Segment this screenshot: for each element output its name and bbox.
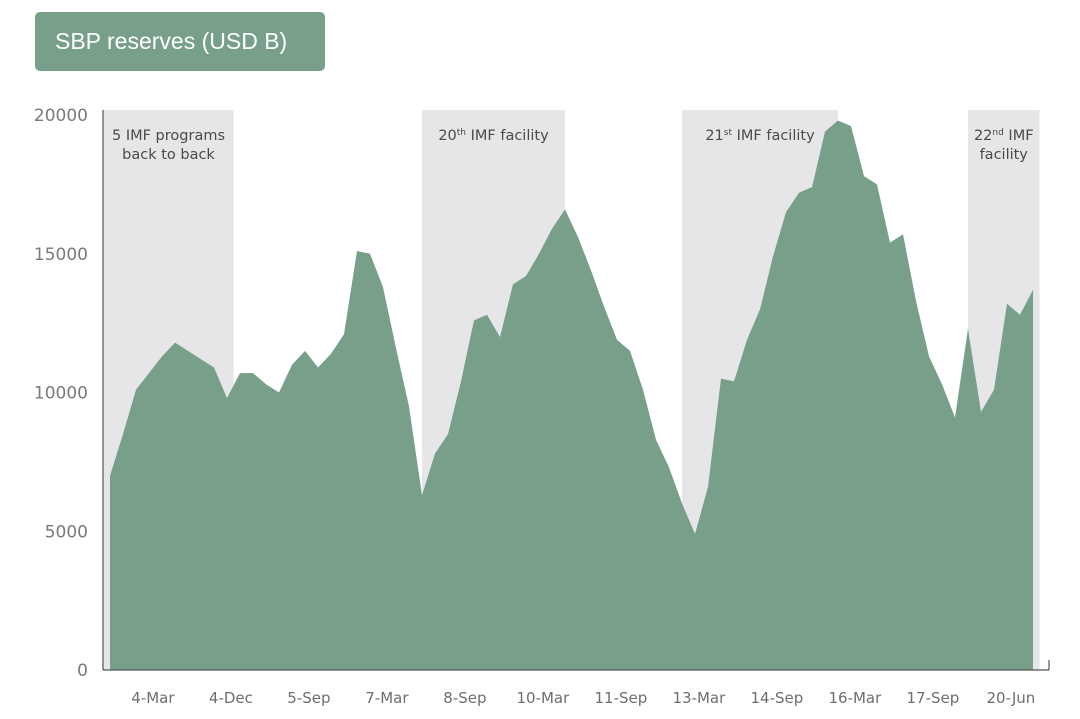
x-tick-label: 5-Sep	[287, 689, 330, 707]
x-tick-label: 13-Mar	[672, 689, 726, 707]
x-tick-label: 16-Mar	[828, 689, 882, 707]
x-tick-label: 20-Jun	[987, 689, 1036, 707]
band-labels: 5 IMF programs back to back 20th IMF facil…	[112, 128, 1034, 163]
x-tick-label: 8-Sep	[443, 689, 486, 707]
x-tick-label: 11-Sep	[595, 689, 648, 707]
chart-title: SBP reserves (USD B)	[35, 12, 325, 71]
x-tick-label: 4-Dec	[209, 689, 253, 707]
band-label-1: back to back	[122, 147, 215, 163]
y-axis-ticks: 0 5000 10000 15000 20000	[34, 106, 88, 681]
band-label-4: 22nd IMF	[974, 128, 1034, 144]
y-tick-label: 10000	[34, 384, 88, 404]
y-tick-label: 0	[77, 661, 88, 681]
axes	[102, 110, 1050, 671]
band-label-4: facility	[980, 147, 1029, 163]
reserves-area	[110, 120, 1033, 670]
x-axis-ticks: 4-Mar 4-Dec 5-Sep 7-Mar 8-Sep 10-Mar 11-Sep 13-…	[131, 689, 1035, 707]
y-tick-label: 20000	[34, 106, 88, 126]
band-label-2: 20th IMF facility	[438, 128, 549, 144]
x-tick-label: 14-Sep	[751, 689, 804, 707]
x-tick-label: 10-Mar	[516, 689, 570, 707]
y-tick-label: 15000	[34, 245, 88, 265]
area-layer	[110, 120, 1033, 670]
band-label-3: 21st IMF facility	[705, 128, 815, 144]
x-tick-label: 7-Mar	[365, 689, 409, 707]
band-label-1: 5 IMF programs	[112, 128, 225, 144]
x-tick-label: 4-Mar	[131, 689, 175, 707]
y-tick-label: 5000	[45, 522, 88, 542]
x-tick-label: 17-Sep	[907, 689, 960, 707]
